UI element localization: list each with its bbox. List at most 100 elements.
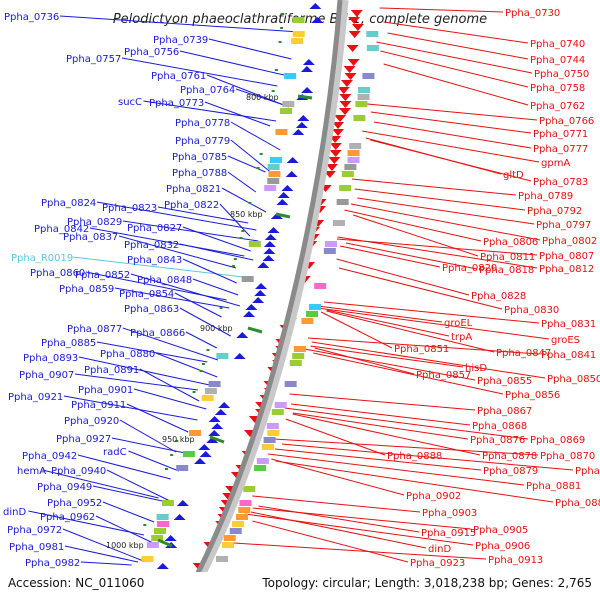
feature-tick [259,153,263,155]
minus-strand-gene [267,227,280,233]
left-label-ppha_0837: Ppha_0837 [63,232,118,243]
left-connector-line [118,235,237,269]
plus-strand-gene [338,108,351,115]
cog-block-right [267,430,280,436]
left-connector-line [122,220,259,242]
feature-tick [219,307,223,309]
right-label-ppha_0818: Ppha_0818 [479,265,534,276]
plus-strand-gene [339,101,352,108]
kbp-label-850: 850 kbp [230,210,263,219]
cog-block-right [309,304,322,310]
minus-strand-gene [218,402,231,408]
left-label-ppha_0901: Ppha_0901 [78,385,133,396]
right-connector-line [271,458,405,496]
right-label-ppha_0792: Ppha_0792 [527,206,582,217]
feature-tick [271,90,275,92]
minus-strand-gene [263,241,276,247]
plus-strand-gene [348,31,361,38]
minus-strand-gene [295,122,308,128]
right-connector-line [285,418,386,456]
right-connector-line [367,103,538,121]
right-label-ppha_0867: Ppha_0867 [477,406,532,417]
left-connector-line [74,373,198,391]
feature-tick [164,468,168,470]
plus-strand-gene [346,45,359,52]
cog-block-left [248,241,261,247]
left-connector-line [121,57,278,87]
right-connector-line [320,311,393,349]
cog-block-right [336,199,349,205]
left-label-ppha_0843: Ppha_0843 [127,255,182,266]
cog-block-left [275,129,288,135]
right-label-ppha_0902: Ppha_0902 [406,491,461,502]
left-label-succ: sucC [118,97,142,108]
cog-block-right [366,31,379,37]
cog-block-right [261,444,274,450]
cog-block-right [344,164,357,170]
cog-block-right [347,157,360,163]
right-label-ppha_0811: Ppha_0811 [480,252,535,263]
feature-tick [206,349,210,351]
left-connector-line [157,206,249,224]
minus-strand-gene [311,17,324,23]
cog-block-left [141,556,154,562]
right-connector-line [310,345,464,368]
right-label-ppha_0762: Ppha_0762 [530,101,585,112]
right-label-ppha_0851: Ppha_0851 [394,344,449,355]
cog-block-left [267,178,280,184]
right-label-trpa: trpA [451,332,472,343]
left-connector-line [128,450,179,472]
right-connector-line [311,341,546,379]
left-label-ppha_0885: Ppha_0885 [41,338,96,349]
right-label-dind: dinD [428,544,451,555]
cog-block-left [161,500,174,506]
right-connector-line [345,242,478,270]
cog-block-left [208,381,221,387]
right-label-ppha_0812: Ppha_0812 [539,264,594,275]
right-connector-line [354,188,526,211]
right-connector-line [338,267,503,310]
right-label-ppha_0807: Ppha_0807 [539,251,594,262]
minus-strand-gene [206,437,219,443]
minus-strand-gene [264,234,277,240]
left-label-ppha_0773: Ppha_0773 [149,98,204,109]
right-connector-line [379,7,504,13]
plus-strand-gene [325,164,338,171]
cog-block-right [314,283,327,289]
right-label-ppha_0915: Ppha_0915 [421,528,476,539]
right-connector-line [304,348,476,381]
left-label-ppha_0848: Ppha_0848 [137,275,192,286]
left-connector-line [179,50,285,76]
plus-strand-gene [329,150,342,157]
right-label-ppha_0847: Ppha_0847 [496,348,551,359]
right-connector-line [284,407,529,440]
accession-label: Accession: NC_011060 [8,576,144,590]
cog-block-right [254,465,267,471]
right-connector-line [351,178,517,196]
left-label-ppha_0785: Ppha_0785 [172,152,227,163]
minus-strand-gene [211,423,224,429]
feature-tick [248,202,252,204]
left-connector-line [106,469,173,503]
left-label-ppha_0877: Ppha_0877 [67,324,122,335]
left-connector-line [122,327,219,361]
plus-strand-gene [332,129,345,136]
right-label-gltd: gltD [503,170,524,181]
cog-block-right [366,45,379,51]
cog-block-right [263,437,276,443]
plus-strand-gene [343,66,356,73]
cog-block-left [267,164,280,170]
plus-strand-gene [339,94,352,101]
plus-strand-gene [348,17,361,24]
right-connector-line [337,236,538,269]
right-connector-lines [233,7,574,563]
cog-block-left [151,535,164,541]
left-label-ppha_0852: Ppha_0852 [75,270,130,281]
feature-tick [175,440,179,442]
minus-strand-gene [252,297,265,303]
right-connector-line [324,301,540,324]
right-label-ppha_0879: Ppha_0879 [483,466,538,477]
left-connector-line [143,100,277,122]
cog-block-left [264,185,277,191]
